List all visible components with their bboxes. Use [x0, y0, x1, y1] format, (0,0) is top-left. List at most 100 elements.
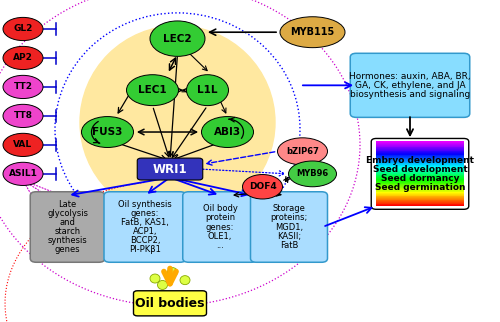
Bar — [376, 185, 464, 186]
Ellipse shape — [202, 117, 254, 147]
Text: PI-PKβ1: PI-PKβ1 — [129, 245, 161, 254]
Ellipse shape — [3, 133, 43, 156]
Ellipse shape — [242, 175, 282, 199]
Ellipse shape — [150, 21, 205, 56]
Bar — [376, 187, 464, 188]
Ellipse shape — [126, 75, 178, 106]
Bar — [376, 171, 464, 172]
FancyBboxPatch shape — [350, 53, 470, 118]
Bar — [376, 203, 464, 204]
Bar — [376, 185, 464, 187]
Bar — [376, 144, 464, 146]
Bar — [376, 152, 464, 154]
Bar — [376, 169, 464, 171]
FancyBboxPatch shape — [134, 291, 206, 316]
Bar — [376, 159, 464, 160]
Text: and: and — [60, 218, 76, 227]
Text: MGD1,: MGD1, — [275, 223, 303, 232]
Bar — [376, 160, 464, 162]
Text: Hormones: auxin, ABA, BR,: Hormones: auxin, ABA, BR, — [349, 72, 471, 81]
Bar — [376, 156, 464, 157]
Bar — [376, 151, 464, 152]
Bar — [376, 152, 464, 153]
Bar — [376, 189, 464, 191]
Bar — [376, 189, 464, 190]
Ellipse shape — [3, 162, 43, 185]
Bar — [376, 153, 464, 155]
Bar — [376, 164, 464, 165]
Bar — [376, 184, 464, 185]
Ellipse shape — [3, 46, 43, 70]
Ellipse shape — [82, 117, 134, 147]
Bar — [376, 173, 464, 174]
Bar — [376, 188, 464, 189]
Text: GA, CK, ethylene, and JA: GA, CK, ethylene, and JA — [354, 81, 466, 90]
Text: ACP1,: ACP1, — [133, 227, 157, 236]
Bar — [376, 200, 464, 201]
Text: proteins;: proteins; — [270, 213, 308, 223]
Bar — [376, 196, 464, 197]
Bar — [376, 180, 464, 182]
FancyBboxPatch shape — [250, 192, 328, 262]
Bar — [376, 178, 464, 180]
Text: OLE1,: OLE1, — [208, 232, 232, 241]
Bar — [376, 182, 464, 184]
Bar — [376, 157, 464, 159]
Text: BCCP2,: BCCP2, — [130, 236, 160, 245]
Text: MYB115: MYB115 — [290, 27, 335, 37]
Bar — [376, 174, 464, 175]
Bar — [376, 198, 464, 200]
Text: starch: starch — [54, 227, 80, 236]
Bar — [376, 147, 464, 148]
Text: DOF4: DOF4 — [248, 182, 276, 191]
Text: glycolysis: glycolysis — [47, 209, 88, 218]
Bar — [376, 147, 464, 149]
Bar — [376, 193, 464, 194]
Ellipse shape — [186, 75, 228, 106]
Bar — [376, 181, 464, 183]
Bar — [376, 165, 464, 167]
Bar — [376, 205, 464, 206]
Text: synthesis: synthesis — [48, 236, 88, 245]
Bar — [376, 194, 464, 196]
Bar — [376, 176, 464, 177]
Text: Seed germination: Seed germination — [375, 183, 465, 192]
Bar — [376, 195, 464, 196]
Bar — [376, 177, 464, 179]
Bar — [376, 149, 464, 151]
Bar — [376, 141, 464, 143]
Bar — [376, 179, 464, 180]
Bar — [376, 156, 464, 158]
Ellipse shape — [180, 276, 190, 285]
Text: genes:: genes: — [206, 223, 234, 232]
Text: genes: genes — [54, 245, 80, 254]
Bar — [376, 172, 464, 173]
Bar — [376, 142, 464, 143]
Text: GL2: GL2 — [14, 24, 32, 33]
Bar — [376, 167, 464, 168]
Text: Oil synthesis: Oil synthesis — [118, 200, 172, 209]
Bar — [376, 163, 464, 164]
Text: ABI3: ABI3 — [214, 127, 241, 137]
Bar — [376, 166, 464, 167]
Text: MYB96: MYB96 — [296, 169, 328, 178]
Bar — [376, 173, 464, 175]
Text: genes:: genes: — [131, 209, 159, 218]
Ellipse shape — [80, 26, 275, 219]
Bar — [376, 146, 464, 147]
FancyBboxPatch shape — [183, 192, 257, 262]
Bar — [376, 197, 464, 199]
Ellipse shape — [278, 138, 328, 165]
FancyBboxPatch shape — [104, 192, 186, 262]
FancyBboxPatch shape — [137, 158, 203, 180]
Bar — [376, 158, 464, 159]
Ellipse shape — [158, 280, 168, 289]
Ellipse shape — [288, 161, 337, 187]
Ellipse shape — [168, 268, 177, 277]
Text: L1L: L1L — [197, 85, 218, 95]
Text: ...: ... — [216, 241, 224, 250]
Text: protein: protein — [205, 213, 235, 223]
Bar — [376, 160, 464, 161]
Text: AP2: AP2 — [13, 53, 33, 62]
Bar — [376, 154, 464, 156]
